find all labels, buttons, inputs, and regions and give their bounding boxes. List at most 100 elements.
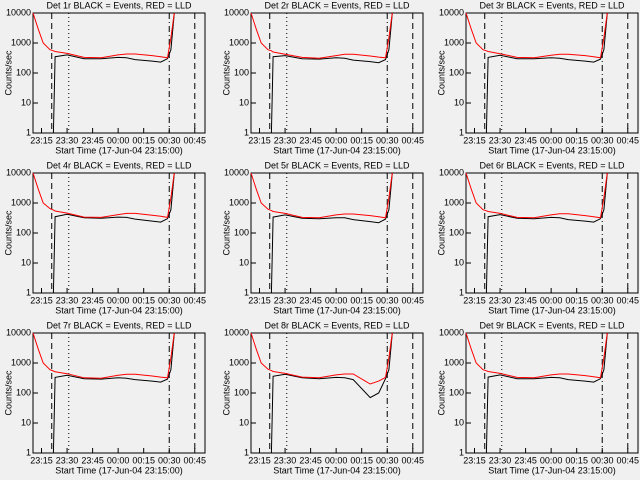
x-tick-label: 23:45	[514, 455, 537, 465]
series-line	[32, 172, 175, 218]
y-tick-label: 10	[21, 257, 31, 267]
y-tick-label: 10000	[439, 7, 464, 17]
x-tick-label: 23:15	[463, 295, 486, 305]
chart-panel: Det 3r BLACK = Events, RED = LLD Start Ti…	[436, 0, 639, 155]
x-tick-label: 00:00	[325, 455, 348, 465]
series-line	[250, 332, 393, 385]
y-tick-label: 10	[21, 417, 31, 427]
y-axis-label: Counts/sec	[221, 370, 231, 416]
y-tick-label: 10000	[6, 7, 31, 17]
x-tick-label: 23:30	[489, 135, 512, 145]
x-tick-label: 23:30	[274, 455, 297, 465]
y-axis-label: Counts/sec	[436, 50, 446, 96]
x-tick-label: 00:15	[132, 135, 155, 145]
y-tick-label: 10000	[439, 167, 464, 177]
y-axis-label: Counts/sec	[221, 50, 231, 96]
chart-title: Det 8r BLACK = Events, RED = LLD	[264, 320, 410, 330]
x-tick-label: 00:15	[565, 135, 588, 145]
x-tick-label: 23:45	[299, 135, 322, 145]
x-tick-label: 00:15	[565, 295, 588, 305]
y-tick-label: 100	[16, 227, 31, 237]
x-tick-label: 00:00	[325, 295, 348, 305]
x-tick-label: 23:15	[463, 455, 486, 465]
x-tick-label: 00:30	[591, 295, 614, 305]
series-line	[52, 332, 175, 454]
y-tick-label: 1000	[444, 357, 464, 367]
y-tick-label: 1	[459, 287, 464, 297]
y-tick-label: 10	[239, 97, 249, 107]
series-line	[485, 172, 608, 294]
y-axis-label: Counts/sec	[436, 210, 446, 256]
y-tick-label: 1000	[11, 37, 31, 47]
y-tick-label: 10000	[224, 7, 249, 17]
x-tick-label: 00:45	[617, 135, 640, 145]
x-tick-label: 23:45	[81, 455, 104, 465]
x-axis-label: Start Time (17-Jun-04 23:15:00)	[273, 305, 401, 315]
y-tick-label: 100	[449, 67, 464, 77]
chart-panel: Det 2r BLACK = Events, RED = LLD Start Ti…	[221, 0, 424, 155]
x-tick-label: 00:15	[132, 455, 155, 465]
y-tick-label: 1	[26, 287, 31, 297]
x-tick-label: 23:45	[514, 135, 537, 145]
y-tick-label: 100	[234, 227, 249, 237]
x-tick-label: 23:45	[81, 135, 104, 145]
y-tick-label: 1	[244, 127, 249, 137]
y-axis-label: Counts/sec	[3, 210, 13, 256]
x-tick-label: 23:30	[489, 455, 512, 465]
x-tick-label: 00:00	[540, 295, 563, 305]
y-tick-label: 100	[16, 67, 31, 77]
x-tick-label: 00:00	[540, 135, 563, 145]
plot-frame	[465, 12, 639, 134]
y-tick-label: 1000	[229, 37, 249, 47]
series-line	[270, 332, 393, 454]
x-tick-label: 00:30	[376, 295, 399, 305]
series-line	[465, 12, 608, 59]
y-tick-label: 10	[239, 417, 249, 427]
plot-frame	[250, 172, 424, 294]
plot-frame	[32, 172, 206, 294]
plot-frame	[250, 332, 424, 454]
x-tick-label: 00:30	[591, 135, 614, 145]
x-tick-label: 00:45	[617, 455, 640, 465]
y-axis-label: Counts/sec	[3, 370, 13, 416]
x-axis-label: Start Time (17-Jun-04 23:15:00)	[55, 465, 183, 475]
x-tick-label: 23:45	[299, 295, 322, 305]
y-tick-label: 10000	[224, 167, 249, 177]
x-tick-label: 23:15	[248, 455, 271, 465]
y-tick-label: 1000	[11, 197, 31, 207]
x-axis-label: Start Time (17-Jun-04 23:15:00)	[488, 305, 616, 315]
y-tick-label: 1	[26, 127, 31, 137]
x-tick-label: 23:30	[56, 295, 79, 305]
x-tick-label: 23:30	[56, 135, 79, 145]
series-line	[270, 12, 393, 134]
y-tick-label: 10	[21, 97, 31, 107]
x-tick-label: 00:45	[184, 135, 207, 145]
series-line	[52, 12, 175, 134]
x-tick-label: 23:15	[30, 295, 53, 305]
y-tick-label: 100	[234, 67, 249, 77]
x-axis-label: Start Time (17-Jun-04 23:15:00)	[55, 305, 183, 315]
chart-title: Det 4r BLACK = Events, RED = LLD	[46, 160, 192, 170]
chart-title: Det 2r BLACK = Events, RED = LLD	[264, 0, 410, 10]
chart-panel: Det 4r BLACK = Events, RED = LLD Start Ti…	[3, 160, 206, 315]
y-tick-label: 10000	[224, 327, 249, 337]
plot-frame	[32, 332, 206, 454]
plot-frame	[465, 332, 639, 454]
y-tick-label: 1000	[229, 357, 249, 367]
y-axis-label: Counts/sec	[436, 370, 446, 416]
y-tick-label: 1	[26, 447, 31, 457]
x-axis-label: Start Time (17-Jun-04 23:15:00)	[488, 145, 616, 155]
x-tick-label: 23:30	[274, 135, 297, 145]
series-line	[485, 12, 608, 134]
chart-title: Det 9r BLACK = Events, RED = LLD	[479, 320, 625, 330]
x-tick-label: 00:30	[158, 135, 181, 145]
x-tick-label: 23:15	[30, 455, 53, 465]
x-tick-label: 00:45	[402, 455, 425, 465]
y-tick-label: 1	[459, 447, 464, 457]
x-tick-label: 00:45	[617, 295, 640, 305]
x-tick-label: 00:15	[565, 455, 588, 465]
chart-title: Det 3r BLACK = Events, RED = LLD	[479, 0, 625, 10]
x-tick-label: 23:15	[248, 295, 271, 305]
series-line	[465, 332, 608, 379]
x-tick-label: 23:45	[81, 295, 104, 305]
